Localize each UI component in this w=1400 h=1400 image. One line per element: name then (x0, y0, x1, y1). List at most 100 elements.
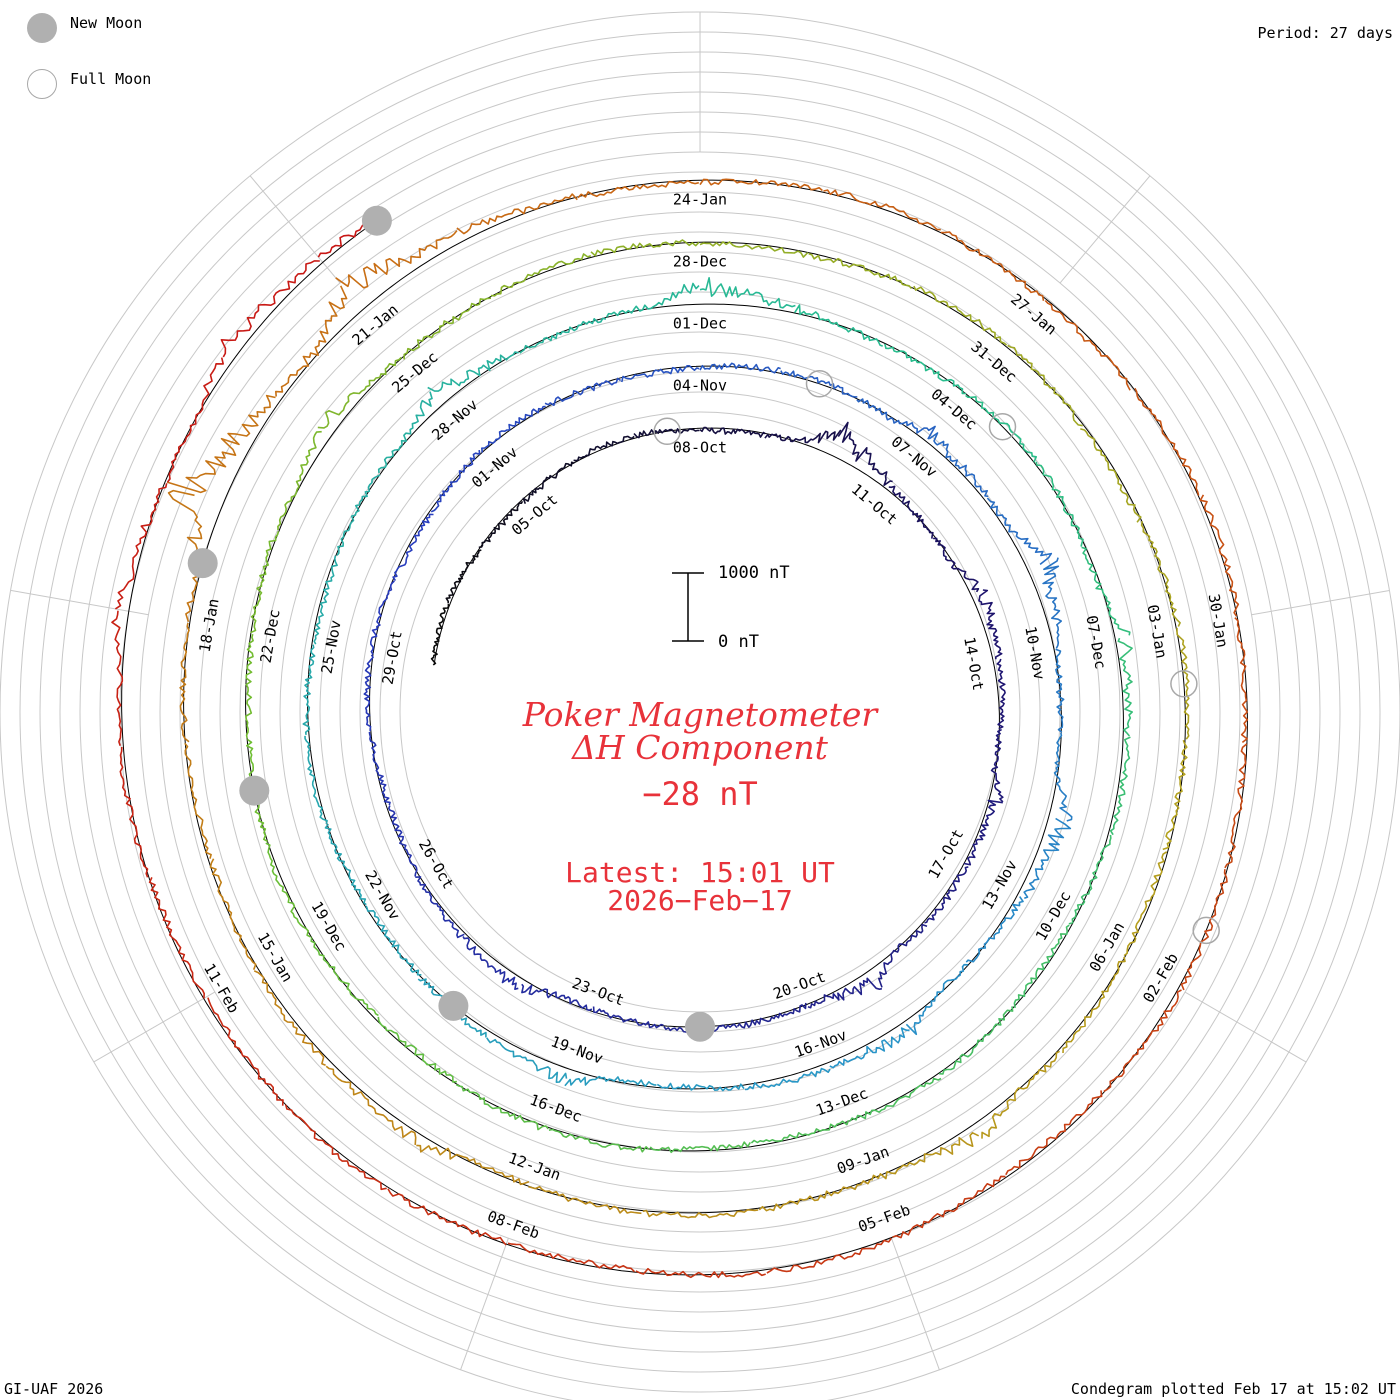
trace-segment (313, 555, 338, 645)
date-label: 14-Oct (960, 635, 987, 691)
trace-segment (1199, 494, 1240, 617)
trace-segment (317, 356, 402, 429)
new-moon-legend-label: New Moon (70, 14, 143, 32)
trace-segment (1013, 924, 1070, 1009)
trace-segment (277, 430, 322, 531)
grid-ring (319, 331, 1081, 1093)
baseline-spiral (121, 179, 1248, 1276)
trace-segment (888, 485, 934, 539)
trace-segment (649, 1141, 751, 1154)
new-moon-marker (187, 548, 218, 579)
latest-date: 2026−Feb−17 (607, 884, 793, 917)
trace-segment (388, 805, 418, 877)
new-moon-marker (438, 990, 469, 1021)
full-moon-legend-icon (27, 69, 57, 99)
trace-segment (304, 735, 328, 825)
trace-segment (166, 357, 224, 483)
trace-segment (209, 858, 257, 970)
new-moon-marker (685, 1011, 715, 1042)
date-label: 25-Nov (318, 619, 345, 675)
trace-segment (430, 604, 450, 666)
trace-segment (1081, 546, 1131, 636)
date-label: 25-Dec (388, 348, 441, 397)
grid-ring (179, 191, 1221, 1233)
scale-top-label: 1000 nT (718, 563, 790, 583)
trace-segment (892, 1175, 1006, 1239)
trace-segment (963, 799, 1003, 866)
grid-ring (339, 351, 1061, 1073)
trace-segment (119, 746, 149, 878)
trace-segment (736, 1002, 807, 1029)
date-label: 10-Nov (1021, 625, 1048, 681)
trace-segment (377, 1016, 457, 1083)
date-label: 13-Dec (813, 1084, 870, 1119)
trace-segment (780, 370, 858, 398)
trace-segment (445, 549, 482, 604)
date-label: 04-Nov (673, 377, 727, 395)
trace-segment (928, 432, 989, 498)
trace-segment (179, 622, 190, 743)
trace-segment (363, 654, 374, 732)
trace-segment (184, 742, 212, 859)
trace-segment (275, 285, 348, 397)
grid-ring (199, 211, 1201, 1213)
trace-segment (302, 644, 316, 736)
grid-ring (259, 271, 1141, 1153)
trace-segment (766, 1237, 893, 1274)
trace-segment (427, 351, 519, 392)
trace-segment (1035, 461, 1084, 547)
trace-segment (590, 239, 700, 257)
grid-ring (139, 151, 1261, 1273)
trace-segment (284, 1104, 387, 1191)
trace-segment (564, 1075, 657, 1087)
current-value: −28 nT (642, 775, 758, 813)
trace-segment (377, 391, 433, 474)
trace-segment (981, 1050, 1060, 1139)
trace-segment (758, 1179, 871, 1212)
trace-segment (605, 282, 700, 318)
trace-segment (1140, 521, 1181, 627)
trace-segment (1007, 344, 1083, 427)
date-label: 16-Nov (792, 1026, 849, 1061)
trace-segment (1109, 736, 1131, 836)
date-label: 12-Jan (506, 1149, 563, 1184)
trace-segment (310, 937, 379, 1017)
trace-segment (416, 1144, 530, 1186)
grid-ring (299, 311, 1101, 1113)
trace-segment (996, 658, 1006, 730)
period-label: Period: 27 days (1257, 24, 1393, 42)
trace-segment (1123, 851, 1168, 957)
scale-bar (672, 572, 704, 642)
trace-segment (365, 905, 422, 976)
trace-segment (1162, 739, 1188, 851)
trace-segment (1080, 428, 1142, 523)
full-moon-marker (653, 417, 681, 446)
trace-segment (849, 1077, 942, 1122)
grid-ring (219, 231, 1181, 1193)
trace-segment (528, 1185, 642, 1215)
trace-segment (913, 285, 1008, 346)
full-moon-marker (1170, 670, 1198, 698)
trace-segment (699, 241, 809, 258)
date-label: 01-Dec (673, 315, 727, 333)
trace-segment (430, 450, 481, 513)
grid-spoke (1251, 589, 1390, 616)
trace-segment (1180, 869, 1228, 991)
date-label: 28-Dec (673, 253, 727, 271)
chart-subtitle: ΔH Component (572, 728, 828, 767)
trace-segment (507, 1242, 636, 1273)
grid-spoke (1184, 991, 1307, 1063)
trace-segment (621, 365, 700, 383)
trace-segment (807, 977, 883, 1009)
trace-segment (519, 317, 607, 354)
date-label: 08-Oct (673, 439, 727, 457)
date-label: 18-Jan (196, 597, 223, 653)
grid-ring (239, 251, 1161, 1173)
trace-segment (1023, 817, 1072, 900)
baseline-path (121, 179, 1248, 1276)
date-label: 09-Jan (834, 1142, 891, 1177)
trace-segment (884, 343, 967, 395)
trace-segment (823, 189, 941, 231)
date-label: 20-Oct (771, 968, 828, 1003)
